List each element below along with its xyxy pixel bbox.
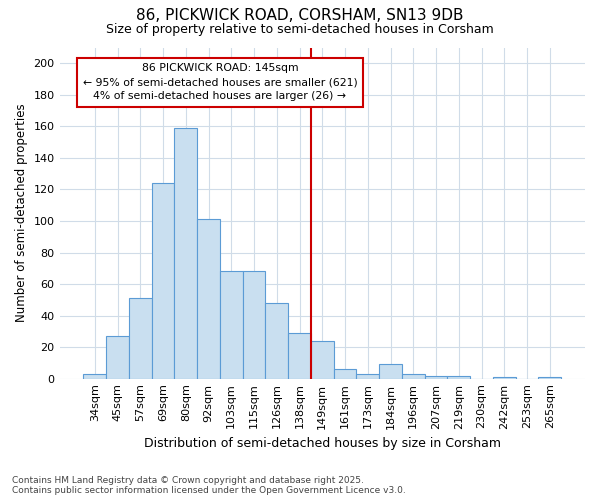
Text: 86 PICKWICK ROAD: 145sqm
← 95% of semi-detached houses are smaller (621)
4% of s: 86 PICKWICK ROAD: 145sqm ← 95% of semi-d… bbox=[83, 64, 357, 102]
Bar bbox=[265, 303, 288, 378]
Bar bbox=[152, 183, 175, 378]
Bar bbox=[175, 128, 197, 378]
Bar bbox=[106, 336, 129, 378]
Bar bbox=[538, 377, 561, 378]
Bar bbox=[242, 272, 265, 378]
Text: Size of property relative to semi-detached houses in Corsham: Size of property relative to semi-detach… bbox=[106, 22, 494, 36]
Bar bbox=[197, 220, 220, 378]
Bar bbox=[83, 374, 106, 378]
X-axis label: Distribution of semi-detached houses by size in Corsham: Distribution of semi-detached houses by … bbox=[144, 437, 501, 450]
Bar bbox=[402, 374, 425, 378]
Bar bbox=[288, 333, 311, 378]
Text: Contains HM Land Registry data © Crown copyright and database right 2025.
Contai: Contains HM Land Registry data © Crown c… bbox=[12, 476, 406, 495]
Bar bbox=[311, 341, 334, 378]
Bar bbox=[425, 376, 448, 378]
Bar bbox=[356, 374, 379, 378]
Bar bbox=[334, 369, 356, 378]
Bar bbox=[379, 364, 402, 378]
Bar bbox=[493, 377, 515, 378]
Bar bbox=[220, 272, 242, 378]
Bar bbox=[129, 298, 152, 378]
Y-axis label: Number of semi-detached properties: Number of semi-detached properties bbox=[15, 104, 28, 322]
Text: 86, PICKWICK ROAD, CORSHAM, SN13 9DB: 86, PICKWICK ROAD, CORSHAM, SN13 9DB bbox=[136, 8, 464, 22]
Bar bbox=[448, 376, 470, 378]
